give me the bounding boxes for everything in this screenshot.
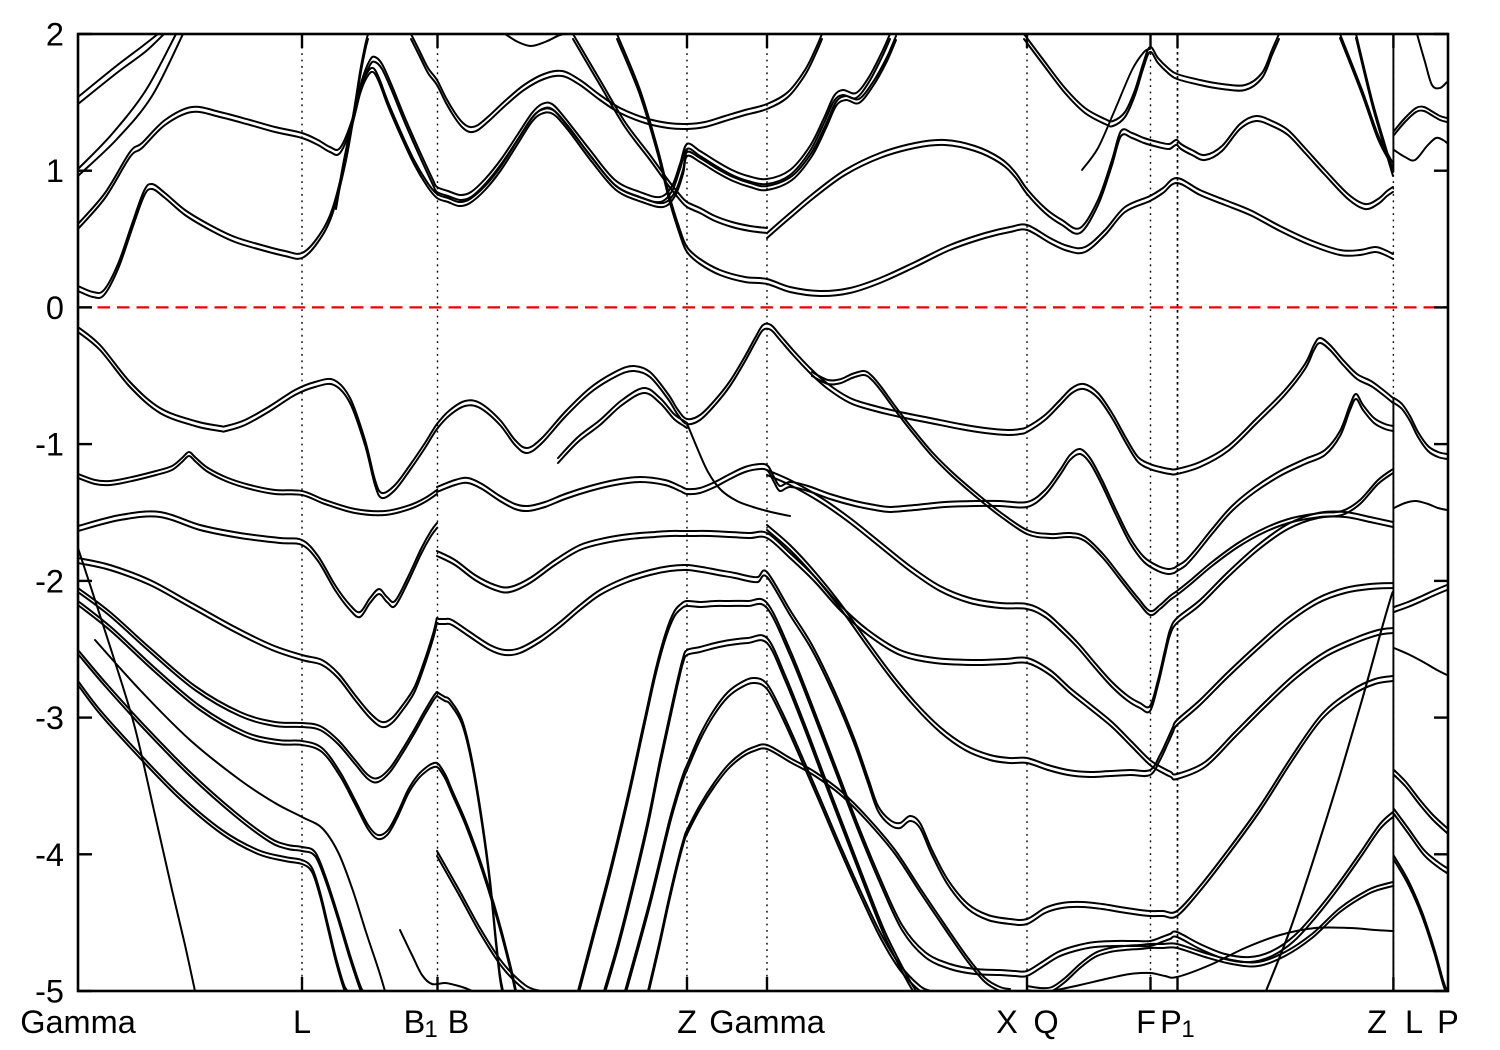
svg-text:X: X xyxy=(996,1004,1018,1040)
svg-text:-4: -4 xyxy=(35,837,64,873)
svg-text:B: B xyxy=(404,1004,426,1040)
svg-text:1: 1 xyxy=(1181,1016,1194,1043)
svg-text:F: F xyxy=(1136,1004,1156,1040)
svg-text:Gamma: Gamma xyxy=(20,1004,137,1040)
svg-text:Gamma: Gamma xyxy=(709,1004,826,1040)
svg-text:-5: -5 xyxy=(35,974,64,1010)
svg-text:-2: -2 xyxy=(35,563,64,599)
svg-text:-1: -1 xyxy=(35,427,64,463)
svg-text:2: 2 xyxy=(46,17,64,53)
svg-text:P: P xyxy=(1437,1004,1459,1040)
svg-text:-3: -3 xyxy=(35,700,64,736)
svg-text:Q: Q xyxy=(1033,1004,1058,1040)
svg-text:Z: Z xyxy=(1367,1004,1387,1040)
svg-text:1: 1 xyxy=(424,1016,437,1043)
svg-text:1: 1 xyxy=(46,153,64,189)
svg-text:Z: Z xyxy=(677,1004,697,1040)
svg-text:L: L xyxy=(293,1004,311,1040)
svg-text:P: P xyxy=(1160,1004,1182,1040)
svg-text:0: 0 xyxy=(46,290,64,326)
svg-text:B: B xyxy=(448,1004,470,1040)
svg-text:L: L xyxy=(1405,1004,1423,1040)
